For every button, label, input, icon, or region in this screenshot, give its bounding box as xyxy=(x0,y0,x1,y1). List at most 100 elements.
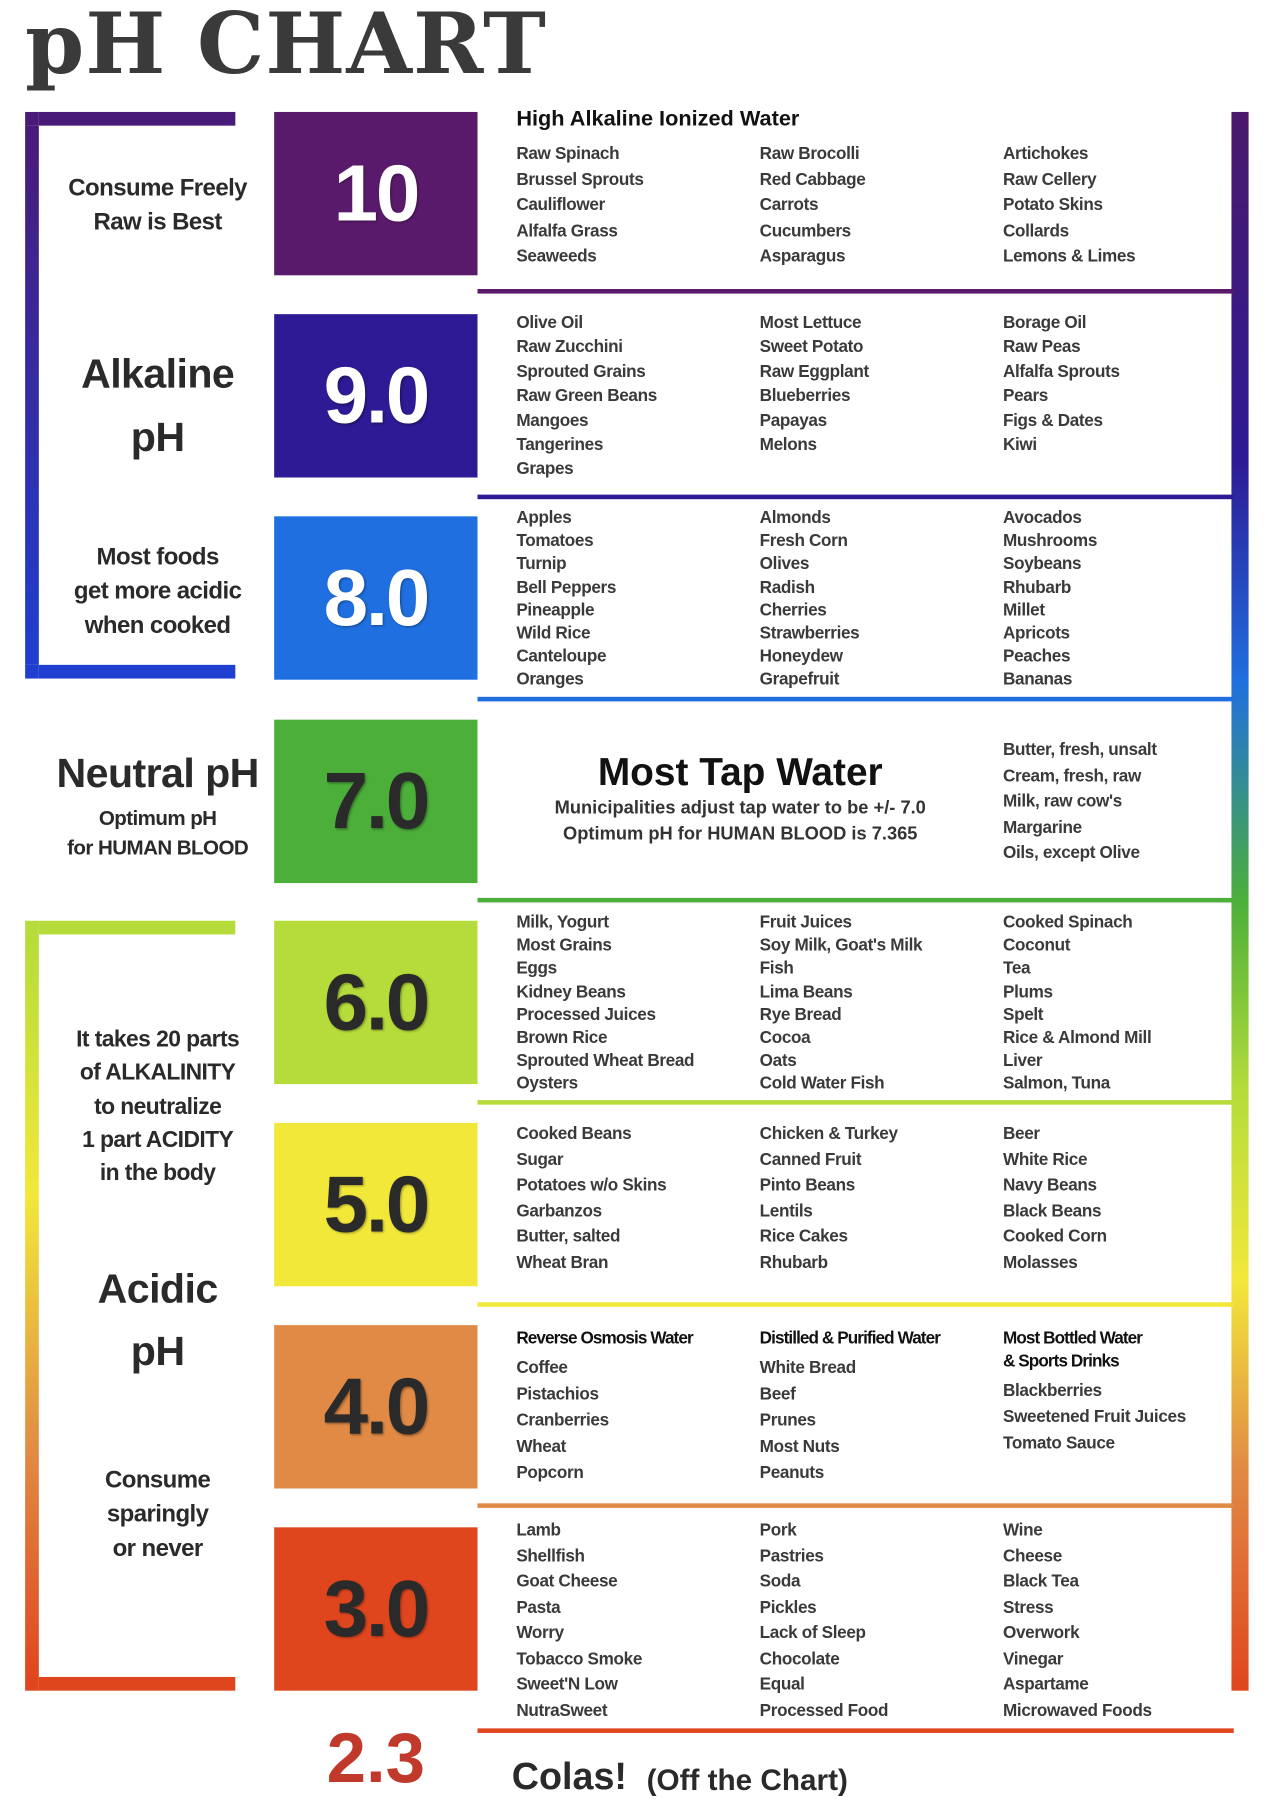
food-item: Grapes xyxy=(516,459,574,480)
side-label: to neutralize xyxy=(94,1093,222,1120)
title: pH CHART xyxy=(25,0,548,94)
food-item: Vinegar xyxy=(1002,1648,1064,1669)
column-header: & Sports Drinks xyxy=(1002,1351,1120,1371)
side-label: Neutral pH xyxy=(56,748,260,796)
food-item: Millet xyxy=(1002,600,1045,621)
food-item: Olive Oil xyxy=(516,313,583,333)
food-item: White Rice xyxy=(1002,1149,1088,1170)
food-item: Garbanzos xyxy=(516,1201,602,1221)
food-item: Soy Milk, Goat's Milk xyxy=(759,935,923,956)
food-item: Plums xyxy=(1002,981,1053,1002)
food-item: Coffee xyxy=(516,1358,568,1378)
food-item: Processed Juices xyxy=(516,1005,656,1025)
separator xyxy=(477,696,1234,702)
food-item: Navy Beans xyxy=(1002,1175,1097,1195)
food-item: Blackberries xyxy=(1002,1381,1102,1401)
food-item: Apples xyxy=(516,508,572,528)
food-item: Processed Food xyxy=(759,1700,889,1720)
food-item: Tomato Sauce xyxy=(1002,1433,1115,1454)
food-item: Sweetened Fruit Juices xyxy=(1002,1407,1186,1427)
food-item: Cooked Beans xyxy=(516,1124,632,1144)
food-item: Tobacco Smoke xyxy=(516,1648,643,1669)
ph-box xyxy=(274,719,478,884)
separator xyxy=(477,494,1234,500)
ph-value: 10 xyxy=(333,148,421,238)
food-item: Potato Skins xyxy=(1002,195,1103,215)
food-item: Milk, Yogurt xyxy=(516,912,609,933)
food-item: Popcorn xyxy=(516,1463,584,1483)
food-item: Fruit Juices xyxy=(759,912,852,933)
food-item: Most Grains xyxy=(516,935,612,956)
food-item: Asparagus xyxy=(759,247,846,267)
off-chart-title: Colas! xyxy=(511,1754,627,1797)
side-label: of ALKALINITY xyxy=(79,1060,236,1086)
food-item: Most Lettuce xyxy=(759,313,862,333)
food-item: Cauliflower xyxy=(516,195,605,215)
alkaline-bracket xyxy=(25,111,236,679)
food-item: Rice Cakes xyxy=(759,1226,848,1247)
food-item: Melons xyxy=(759,435,817,455)
food-item: Pinto Beans xyxy=(759,1175,856,1195)
food-item: Collards xyxy=(1002,221,1069,241)
side-label: 1 part ACIDITY xyxy=(82,1127,234,1153)
food-item: Black Tea xyxy=(1002,1571,1079,1592)
food-item: Cooked Spinach xyxy=(1002,912,1133,933)
food-item: Strawberries xyxy=(759,623,860,644)
acidic-bracket xyxy=(25,920,236,1691)
food-item: Stress xyxy=(1002,1597,1054,1617)
food-item: NutraSweet xyxy=(516,1700,608,1720)
ph-value: 8.0 xyxy=(323,552,431,643)
food-item: Sprouted Wheat Bread xyxy=(516,1051,695,1071)
side-label: for HUMAN BLOOD xyxy=(67,836,249,860)
food-item: Alfalfa Sprouts xyxy=(1002,361,1120,382)
ph-box xyxy=(274,314,478,478)
food-item: Seaweeds xyxy=(516,247,597,267)
food-item: Avocados xyxy=(1002,508,1082,528)
food-item: Equal xyxy=(759,1674,805,1695)
food-item: Oranges xyxy=(516,669,584,690)
food-item: Beef xyxy=(759,1384,796,1404)
food-item: Raw Spinach xyxy=(516,143,620,164)
side-label: Optimum pH xyxy=(98,806,217,830)
food-item: Alfalfa Grass xyxy=(516,221,618,241)
food-item: Liver xyxy=(1002,1051,1043,1071)
food-item: Raw Cellery xyxy=(1002,169,1097,190)
food-item: Margarine xyxy=(1002,817,1082,838)
food-item: Artichokes xyxy=(1002,143,1089,164)
side-label: or never xyxy=(112,1535,204,1562)
food-item: Pasta xyxy=(516,1597,561,1617)
food-item: Eggs xyxy=(516,958,557,979)
off-chart-ph: 2.3 xyxy=(326,1719,426,1799)
food-item: Red Cabbage xyxy=(759,169,866,190)
food-item: Tangerines xyxy=(516,435,604,455)
food-item: Tomatoes xyxy=(516,531,594,551)
food-item: Most Nuts xyxy=(759,1437,840,1457)
ph-box xyxy=(274,920,478,1085)
column-header: Reverse Osmosis Water xyxy=(516,1328,693,1348)
food-item: Tea xyxy=(1002,958,1031,979)
food-item: Worry xyxy=(516,1623,564,1643)
food-item: Oils, except Olive xyxy=(1002,843,1140,863)
food-item: Wild Rice xyxy=(516,623,591,644)
food-item: Raw Peas xyxy=(1002,337,1081,357)
side-label: in the body xyxy=(99,1160,216,1186)
food-item: Mushrooms xyxy=(1002,531,1098,551)
ph-value: 7.0 xyxy=(323,756,431,846)
food-item: Turnip xyxy=(516,554,567,574)
food-item: Oysters xyxy=(516,1074,578,1094)
food-item: Peanuts xyxy=(759,1463,825,1483)
food-item: Black Beans xyxy=(1002,1201,1102,1221)
food-item: Wheat Bran xyxy=(516,1252,609,1273)
food-item: Coconut xyxy=(1002,935,1071,956)
food-item: White Bread xyxy=(759,1358,857,1378)
food-item: Fresh Corn xyxy=(759,531,848,551)
food-item: Cream, fresh, raw xyxy=(1002,766,1141,786)
food-item: Rye Bread xyxy=(759,1005,842,1025)
food-item: Soda xyxy=(759,1571,801,1592)
food-item: Lemons & Limes xyxy=(1002,247,1136,267)
feature-line: Municipalities adjust tap water to be +/… xyxy=(554,798,926,818)
food-item: Brown Rice xyxy=(516,1028,608,1048)
ph-box xyxy=(274,516,478,680)
food-item: Lentils xyxy=(759,1201,813,1221)
